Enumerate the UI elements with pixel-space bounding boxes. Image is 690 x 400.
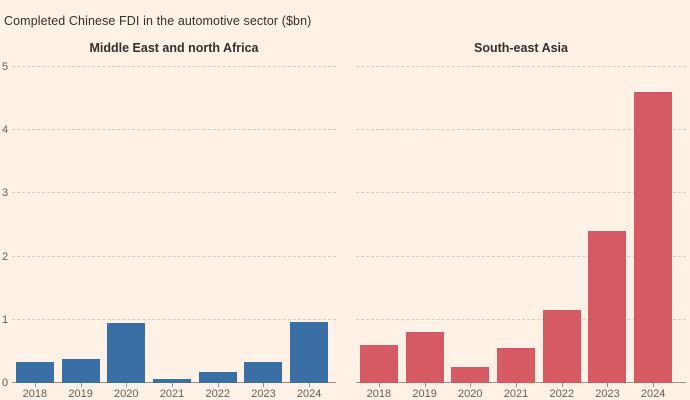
bar-slot-2018: 2018 — [12, 67, 58, 400]
x-label-2022: 2022 — [549, 388, 574, 400]
bar-2022 — [198, 371, 237, 383]
bar-slot-2024: 2024 — [630, 67, 676, 400]
bar-2020 — [107, 323, 146, 383]
bar-2021 — [153, 379, 192, 383]
bar-slot-2020: 2020 — [447, 67, 493, 400]
bars-row: 2018 2019 2020 2021 2022 2023 2024 — [356, 67, 676, 400]
y-tick-label-4: 4 — [2, 124, 9, 137]
x-tick-2018 — [378, 383, 380, 387]
x-label-2024: 2024 — [296, 388, 322, 400]
chart-title: Completed Chinese FDI in the automotive … — [4, 14, 312, 28]
gridline-2 — [12, 255, 336, 257]
x-label-2019: 2019 — [412, 388, 437, 400]
y-tick-label-3: 3 — [2, 187, 9, 200]
bar-slot-2022: 2022 — [195, 67, 241, 400]
bar-2024 — [634, 92, 673, 383]
bars-row: 2018 2019 2020 2021 2022 2023 2024 — [12, 67, 332, 400]
x-label-2018: 2018 — [366, 388, 392, 400]
x-tick-2023 — [607, 383, 609, 387]
bar-2021 — [497, 348, 536, 383]
bar-2023 — [588, 231, 627, 383]
gridline-1 — [356, 318, 686, 320]
x-tick-2019 — [424, 383, 426, 387]
y-axis: 0 1 2 3 4 5 — [2, 61, 16, 389]
x-label-2024: 2024 — [640, 388, 666, 400]
x-tick-2020 — [126, 383, 128, 387]
x-label-2020: 2020 — [114, 388, 139, 400]
x-tick-2022 — [217, 383, 219, 387]
gridline-4 — [12, 129, 336, 131]
x-tick-2020 — [470, 383, 472, 387]
bar-2018 — [15, 362, 54, 383]
plot-area-mena: 2018 2019 2020 2021 2022 2023 2024 — [12, 66, 336, 400]
x-tick-2019 — [80, 383, 82, 387]
x-label-2023: 2023 — [595, 388, 620, 400]
bar-slot-2018: 2018 — [356, 67, 402, 400]
bar-slot-2020: 2020 — [103, 67, 149, 400]
bar-2019 — [61, 359, 100, 383]
gridline-1 — [12, 318, 336, 320]
plot-area-sea: 2018 2019 2020 2021 2022 2023 2024 — [356, 66, 686, 400]
bar-slot-2024: 2024 — [286, 67, 332, 400]
bar-slot-2023: 2023 — [241, 67, 287, 400]
bar-2023 — [244, 362, 283, 383]
x-tick-2023 — [263, 383, 265, 387]
x-label-2022: 2022 — [205, 388, 230, 400]
panel-south-east-asia: South-east Asia 2018 2019 2020 2021 2022 2023… — [356, 0, 686, 400]
x-tick-2018 — [34, 383, 36, 387]
x-label-2018: 2018 — [22, 388, 48, 400]
panel-title-mena: Middle East and north Africa — [89, 41, 259, 55]
bar-slot-2019: 2019 — [402, 67, 448, 400]
x-tick-2022 — [561, 383, 563, 387]
x-label-2019: 2019 — [68, 388, 93, 400]
y-tick-label-2: 2 — [2, 250, 9, 263]
bar-2018 — [359, 345, 398, 383]
bar-2022 — [542, 310, 581, 383]
panel-title-sea: South-east Asia — [473, 41, 568, 55]
bar-2019 — [405, 332, 444, 383]
x-tick-2024 — [653, 383, 655, 387]
gridline-2 — [356, 255, 686, 257]
bar-slot-2021: 2021 — [149, 67, 195, 400]
x-tick-2021 — [172, 383, 174, 387]
x-tick-2024 — [309, 383, 311, 387]
x-tick-2021 — [516, 383, 518, 387]
y-tick-label-0: 0 — [2, 377, 9, 389]
bar-2024 — [290, 321, 329, 383]
bar-slot-2023: 2023 — [585, 67, 631, 400]
panel-middle-east-north-africa: Middle East and north Africa 2018 2019 202… — [12, 0, 336, 400]
gridline-3 — [356, 192, 686, 194]
bar-slot-2021: 2021 — [493, 67, 539, 400]
gridline-5 — [356, 66, 686, 67]
gridline-4 — [356, 129, 686, 131]
y-tick-label-5: 5 — [2, 61, 9, 73]
x-label-2021: 2021 — [503, 388, 529, 400]
x-label-2023: 2023 — [251, 388, 276, 400]
gridline-5 — [12, 66, 336, 67]
bar-slot-2022: 2022 — [539, 67, 585, 400]
x-label-2020: 2020 — [458, 388, 483, 400]
bar-slot-2019: 2019 — [58, 67, 104, 400]
y-tick-label-1: 1 — [2, 313, 9, 326]
gridline-3 — [12, 192, 336, 194]
bar-2020 — [451, 367, 490, 383]
x-label-2021: 2021 — [159, 388, 185, 400]
